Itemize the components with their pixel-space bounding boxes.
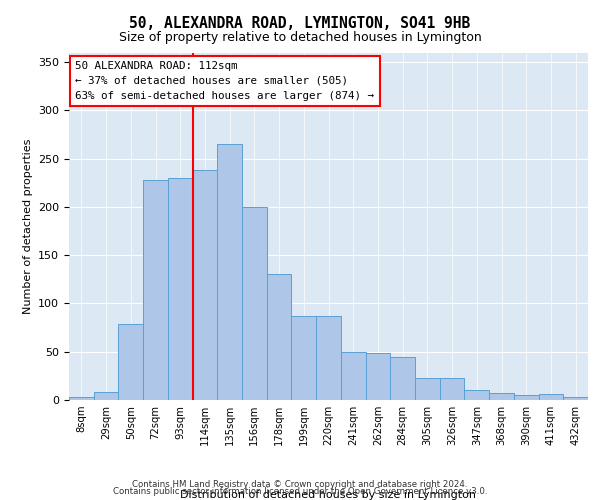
Text: Size of property relative to detached houses in Lymington: Size of property relative to detached ho… (119, 31, 481, 44)
Bar (292, 316, 316, 400)
Y-axis label: Number of detached properties: Number of detached properties (23, 138, 32, 314)
Bar (118, 324, 143, 400)
X-axis label: Distribution of detached houses by size in Lymington: Distribution of detached houses by size … (181, 490, 476, 500)
Text: 50 ALEXANDRA ROAD: 112sqm
← 37% of detached houses are smaller (505)
63% of semi: 50 ALEXANDRA ROAD: 112sqm ← 37% of detac… (75, 61, 374, 101)
Bar (514, 395, 539, 400)
Bar (94, 392, 118, 400)
Bar (267, 274, 292, 400)
Bar (341, 352, 365, 400)
Text: 50, ALEXANDRA ROAD, LYMINGTON, SO41 9HB: 50, ALEXANDRA ROAD, LYMINGTON, SO41 9HB (130, 16, 470, 31)
Bar (143, 180, 168, 400)
Bar (69, 397, 94, 400)
Bar (390, 356, 415, 400)
Bar (539, 394, 563, 400)
Bar (489, 393, 514, 400)
Bar (168, 178, 193, 400)
Bar (440, 378, 464, 400)
Bar (365, 352, 390, 400)
Bar (464, 390, 489, 400)
Bar (415, 378, 440, 400)
Bar (242, 207, 267, 400)
Text: Contains HM Land Registry data © Crown copyright and database right 2024.: Contains HM Land Registry data © Crown c… (132, 480, 468, 489)
Bar (563, 397, 588, 400)
Bar (316, 316, 341, 400)
Bar (193, 170, 217, 400)
Bar (217, 144, 242, 400)
Text: Contains public sector information licensed under the Open Government Licence v3: Contains public sector information licen… (113, 487, 487, 496)
